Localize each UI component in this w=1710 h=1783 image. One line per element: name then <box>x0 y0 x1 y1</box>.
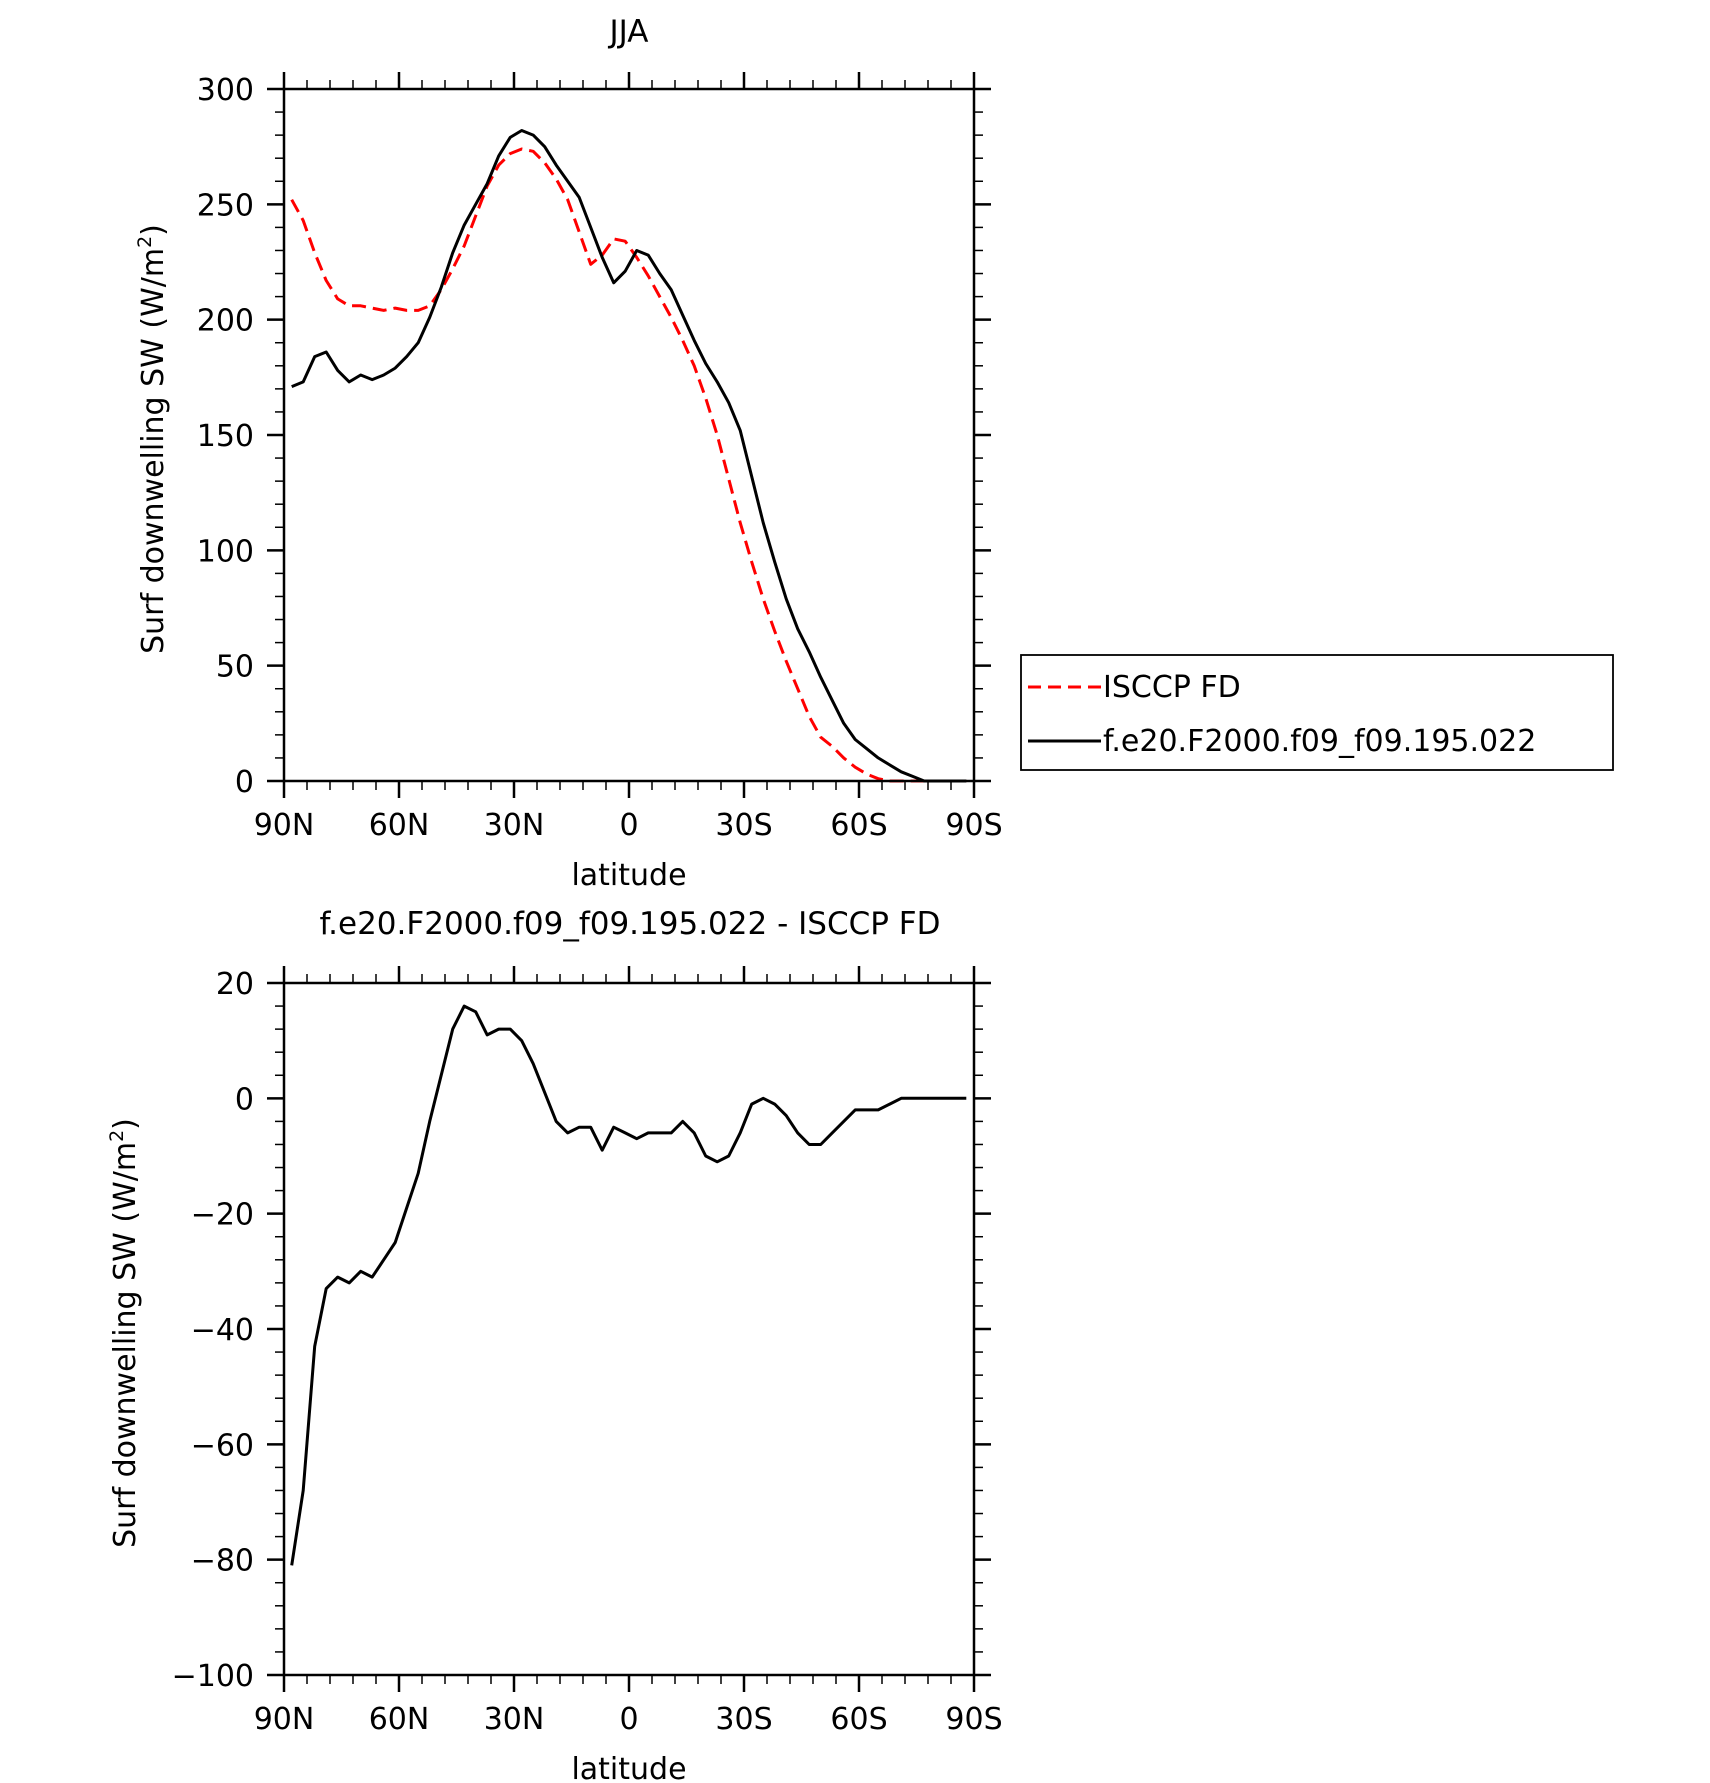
x-tick-label: 30N <box>484 808 545 843</box>
y-tick-label: −60 <box>191 1428 254 1463</box>
x-tick-label: 0 <box>619 808 638 843</box>
x-tick-label: 0 <box>619 1702 638 1737</box>
y-tick-label: 300 <box>197 73 254 108</box>
y-tick-label: −40 <box>191 1313 254 1348</box>
x-tick-label: 60N <box>369 808 430 843</box>
isccp-fd-line <box>290 147 967 783</box>
y-tick-label: 0 <box>235 765 254 800</box>
top-chart: JJA Surf downwelling SW (W/m2) latitude … <box>134 14 1003 893</box>
x-tick-label: 30S <box>715 808 772 843</box>
x-tick-label: 60S <box>830 808 887 843</box>
y-tick-label: −20 <box>191 1198 254 1233</box>
bottom-chart: f.e20.F2000.f09_f09.195.022 - ISCCP FD S… <box>106 906 1003 1783</box>
y-tick-label: −100 <box>172 1659 254 1694</box>
top-chart-x-axis-label: latitude <box>571 858 686 893</box>
y-tick-label: 50 <box>216 650 254 685</box>
top-chart-ticks: 90N 60N 30N 0 30S 60S 90S 0 50 100 150 200 250 300 <box>197 72 1003 843</box>
legend-model-label: f.e20.F2000.f09_f09.195.022 <box>1103 724 1536 759</box>
difference-line <box>290 1004 967 1566</box>
x-tick-label: 60S <box>830 1702 887 1737</box>
legend-isccp-label: ISCCP FD <box>1103 670 1241 705</box>
top-chart-series <box>290 129 967 783</box>
bottom-chart-series <box>290 1004 967 1566</box>
x-tick-label: 90S <box>945 808 1002 843</box>
bottom-chart-title: f.e20.F2000.f09_f09.195.022 - ISCCP FD <box>320 906 941 942</box>
top-chart-title: JJA <box>608 14 649 50</box>
y-tick-label: 250 <box>197 188 254 223</box>
y-tick-label: 200 <box>197 304 254 339</box>
model-line <box>291 129 967 783</box>
y-tick-label: 20 <box>216 967 254 1002</box>
x-tick-label: 90N <box>254 808 315 843</box>
top-chart-y-axis-label: Surf downwelling SW (W/m2) <box>134 224 171 654</box>
bottom-chart-plot-frame <box>282 981 976 1677</box>
x-tick-label: 30N <box>484 1702 545 1737</box>
top-chart-plot-frame <box>282 87 976 783</box>
bottom-chart-x-axis-label: latitude <box>571 1752 686 1783</box>
y-tick-label: 150 <box>197 419 254 454</box>
legend-box <box>1020 654 1614 771</box>
y-tick-label: 0 <box>235 1082 254 1117</box>
x-tick-label: 90N <box>254 1702 315 1737</box>
bottom-chart-y-axis-label: Surf downwelling SW (W/m2) <box>106 1118 143 1548</box>
bottom-chart-ticks: 90N 60N 30N 0 30S 60S 90S −100 −80 −60 −40 −20 0 20 <box>172 966 1003 1737</box>
x-tick-label: 60N <box>369 1702 430 1737</box>
y-tick-label: 100 <box>197 534 254 569</box>
x-tick-label: 90S <box>945 1702 1002 1737</box>
legend: ISCCP FD f.e20.F2000.f09_f09.195.022 <box>1020 654 1614 771</box>
x-tick-label: 30S <box>715 1702 772 1737</box>
y-tick-label: −80 <box>191 1544 254 1579</box>
